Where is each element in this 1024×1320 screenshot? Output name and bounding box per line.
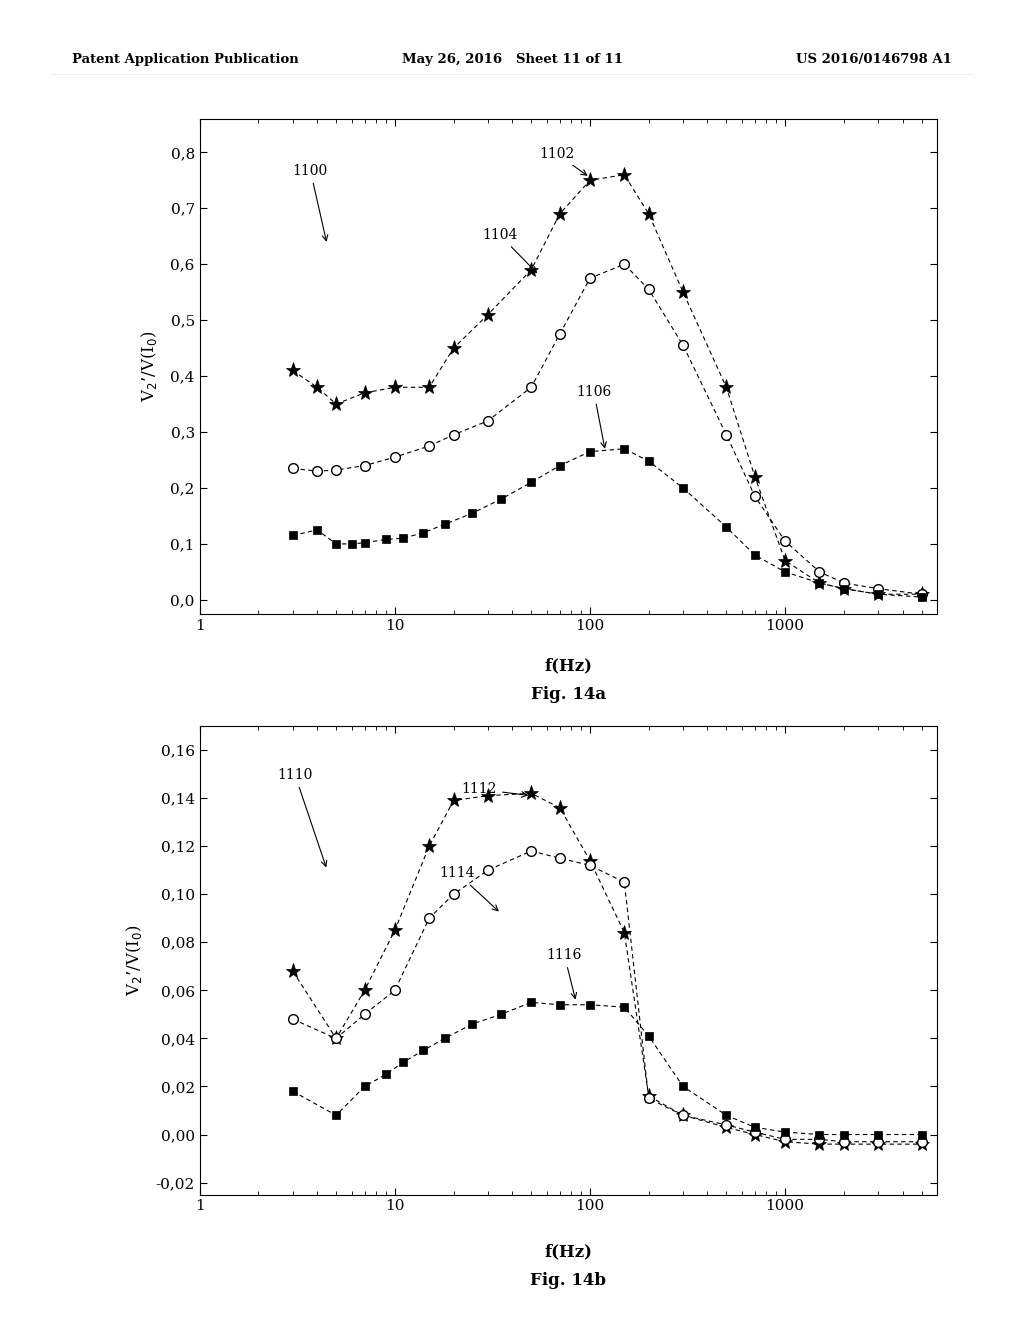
Text: Fig. 14b: Fig. 14b — [530, 1272, 606, 1290]
Text: US 2016/0146798 A1: US 2016/0146798 A1 — [797, 53, 952, 66]
Text: 1104: 1104 — [482, 228, 537, 272]
Text: Fig. 14a: Fig. 14a — [530, 686, 606, 704]
Text: 1114: 1114 — [439, 866, 498, 911]
Y-axis label: V$_2$’/V(I$_0$): V$_2$’/V(I$_0$) — [125, 924, 144, 997]
Text: 1110: 1110 — [278, 768, 327, 866]
Text: 1106: 1106 — [577, 384, 611, 447]
Text: Patent Application Publication: Patent Application Publication — [72, 53, 298, 66]
Text: 1112: 1112 — [462, 783, 527, 797]
Text: f(Hz): f(Hz) — [545, 657, 592, 675]
Text: 1100: 1100 — [293, 164, 328, 240]
Text: 1102: 1102 — [540, 147, 587, 176]
Text: May 26, 2016   Sheet 11 of 11: May 26, 2016 Sheet 11 of 11 — [401, 53, 623, 66]
Y-axis label: V$_2$’/V(I$_0$): V$_2$’/V(I$_0$) — [139, 330, 160, 403]
Text: 1116: 1116 — [547, 948, 582, 998]
Text: f(Hz): f(Hz) — [545, 1243, 592, 1261]
